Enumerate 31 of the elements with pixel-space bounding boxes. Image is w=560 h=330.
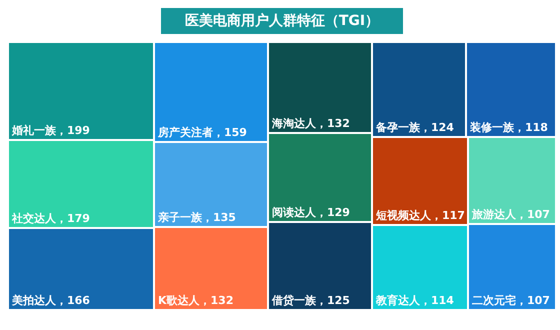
category-label: 海淘达人 — [272, 117, 316, 130]
data-label: ，114 — [420, 294, 454, 307]
category-label: 短视频达人 — [376, 209, 431, 222]
category-label: 婚礼一族 — [12, 124, 56, 137]
data-label: ，166 — [56, 294, 90, 307]
category-label: 装修一族 — [470, 121, 514, 134]
category-label: 借贷一族 — [272, 294, 316, 307]
category-label: 备孕一族 — [376, 121, 420, 134]
data-label: ，107 — [516, 294, 550, 307]
text: 医美电商用户人群特征（TGI） — [160, 8, 404, 34]
data-label: ，124 — [420, 121, 454, 134]
data-label: ，129 — [316, 206, 350, 219]
category-label: 房产关注者 — [158, 126, 213, 139]
data-label: ，159 — [213, 126, 247, 139]
data-label: ，117 — [431, 209, 465, 222]
category-label: K歌达人 — [158, 294, 200, 307]
data-label: ，135 — [202, 211, 236, 224]
category-label: 社交达人 — [12, 212, 56, 225]
data-label: ，118 — [514, 121, 548, 134]
data-label: ，132 — [316, 117, 350, 130]
category-label: 旅游达人 — [472, 208, 516, 221]
category-label: 阅读达人 — [272, 206, 316, 219]
data-label: ，125 — [316, 294, 350, 307]
category-label: 二次元宅 — [472, 294, 516, 307]
category-label: 美拍达人 — [12, 294, 56, 307]
data-label: ，132 — [200, 294, 234, 307]
data-label: ，199 — [56, 124, 90, 137]
category-label: 教育达人 — [376, 294, 420, 307]
data-label: ，179 — [56, 212, 90, 225]
category-label: 亲子一族 — [158, 211, 202, 224]
data-label: ，107 — [516, 208, 550, 221]
